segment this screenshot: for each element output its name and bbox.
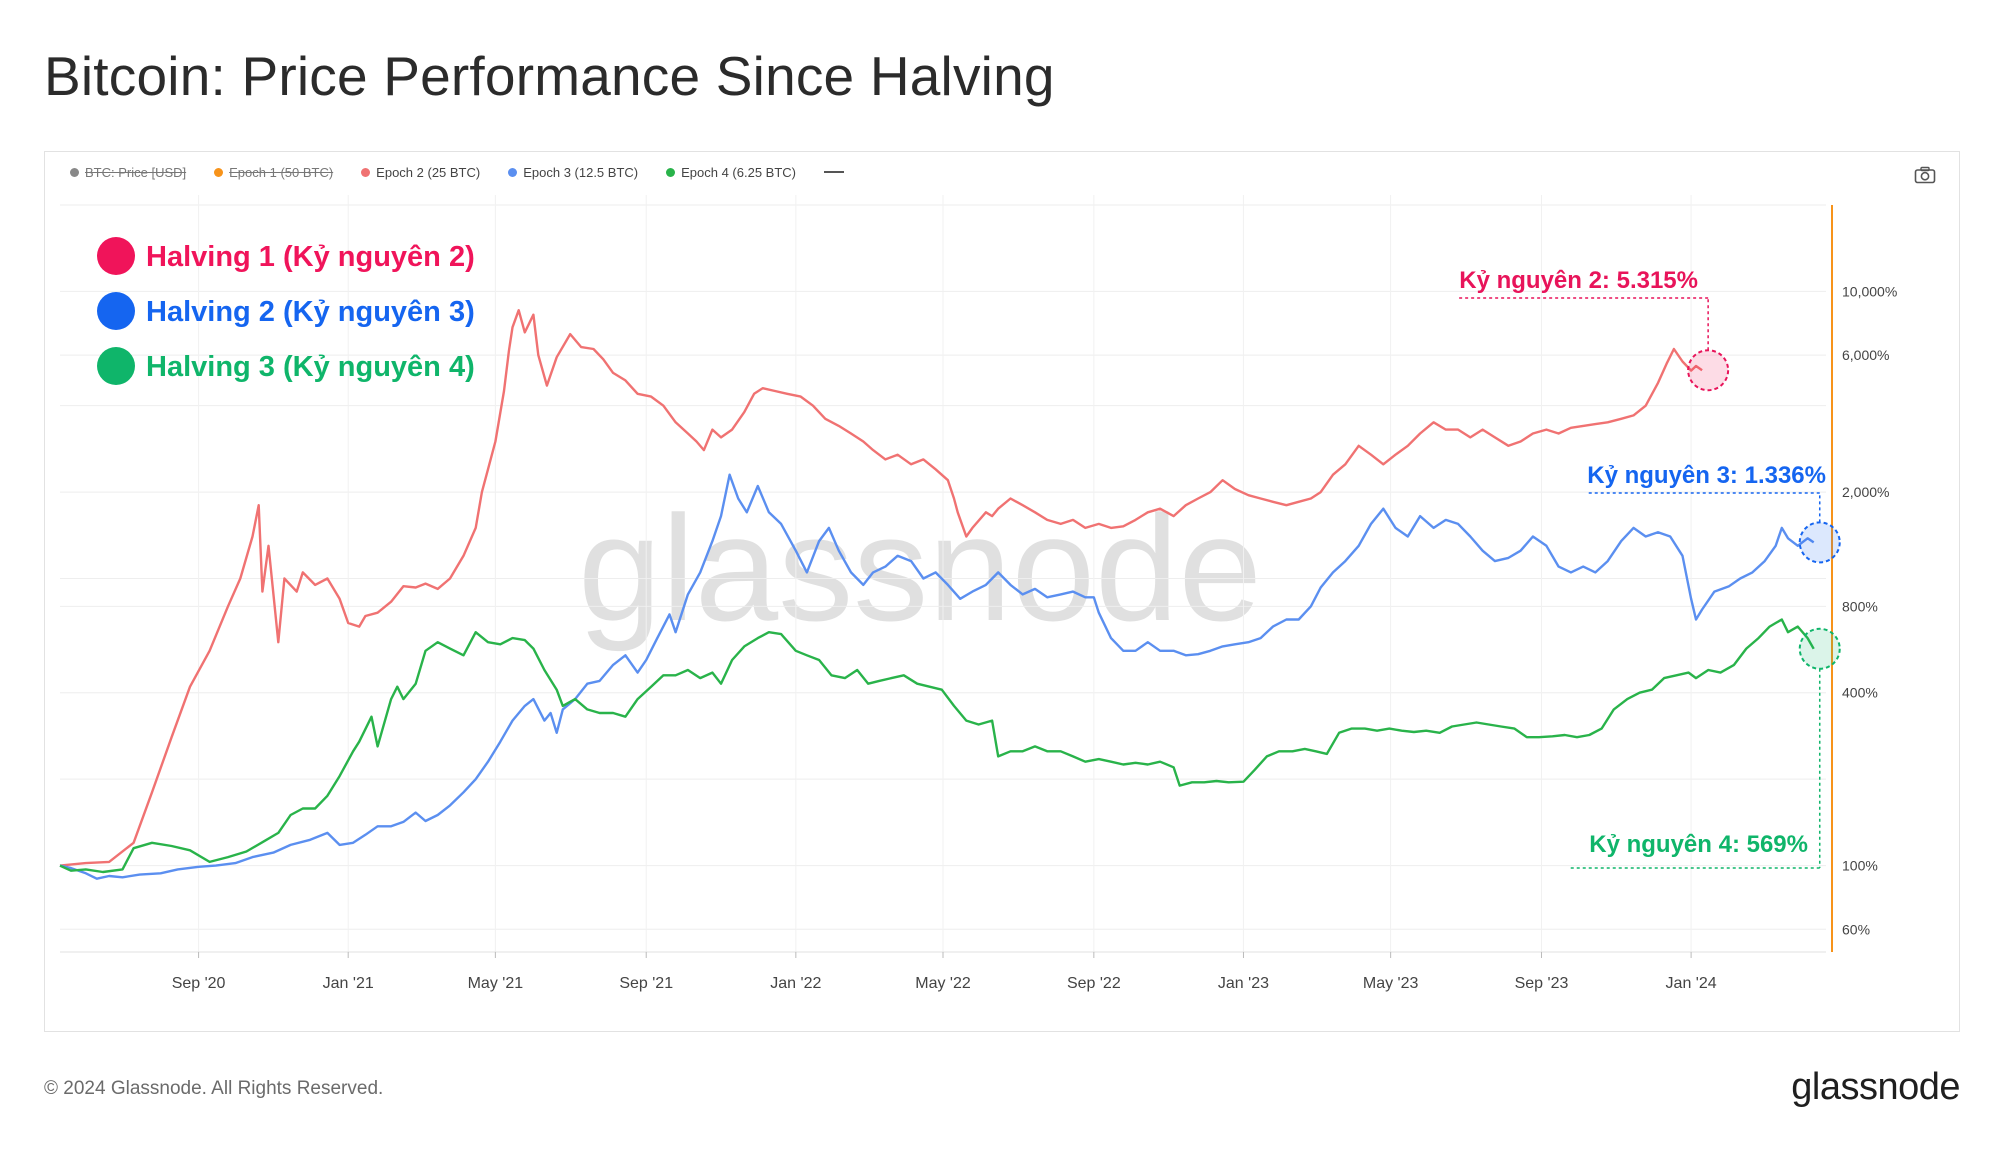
legend-item-epoch-3[interactable]: Epoch 3 (12.5 BTC) xyxy=(508,165,638,180)
chart-frame xyxy=(44,151,1960,1032)
legend-dot-epoch-2 xyxy=(361,167,371,177)
legend-label: Epoch 4 (6.25 BTC) xyxy=(681,164,796,180)
legend-item-epoch-1[interactable]: Epoch 1 (50 BTC) xyxy=(214,165,333,180)
camera-icon[interactable] xyxy=(1914,166,1936,184)
legend-dot-btc-price xyxy=(70,167,79,177)
legend-dot-epoch-4 xyxy=(666,167,676,177)
legend-item-btc-price[interactable]: BTC: Price [USD] xyxy=(70,165,186,180)
legend-line-marker xyxy=(824,171,844,173)
legend-label: BTC: Price [USD] xyxy=(85,164,187,180)
brand-logo: glassnode xyxy=(1791,1066,1960,1108)
legend-label: Epoch 3 (12.5 BTC) xyxy=(523,164,639,180)
copyright: © 2024 Glassnode. All Rights Reserved. xyxy=(44,1078,384,1099)
page-title: Bitcoin: Price Performance Since Halving xyxy=(44,45,1055,107)
legend-item-extra[interactable] xyxy=(824,171,844,173)
legend-dot-epoch-3 xyxy=(508,167,518,177)
legend-dot-epoch-1 xyxy=(214,167,224,177)
legend-item-epoch-2[interactable]: Epoch 2 (25 BTC) xyxy=(361,165,480,180)
legend-item-epoch-4[interactable]: Epoch 4 (6.25 BTC) xyxy=(666,165,796,180)
chart-legend: BTC: Price [USD] Epoch 1 (50 BTC) Epoch … xyxy=(70,164,844,180)
legend-label: Epoch 2 (25 BTC) xyxy=(376,164,481,180)
legend-label: Epoch 1 (50 BTC) xyxy=(229,164,334,180)
